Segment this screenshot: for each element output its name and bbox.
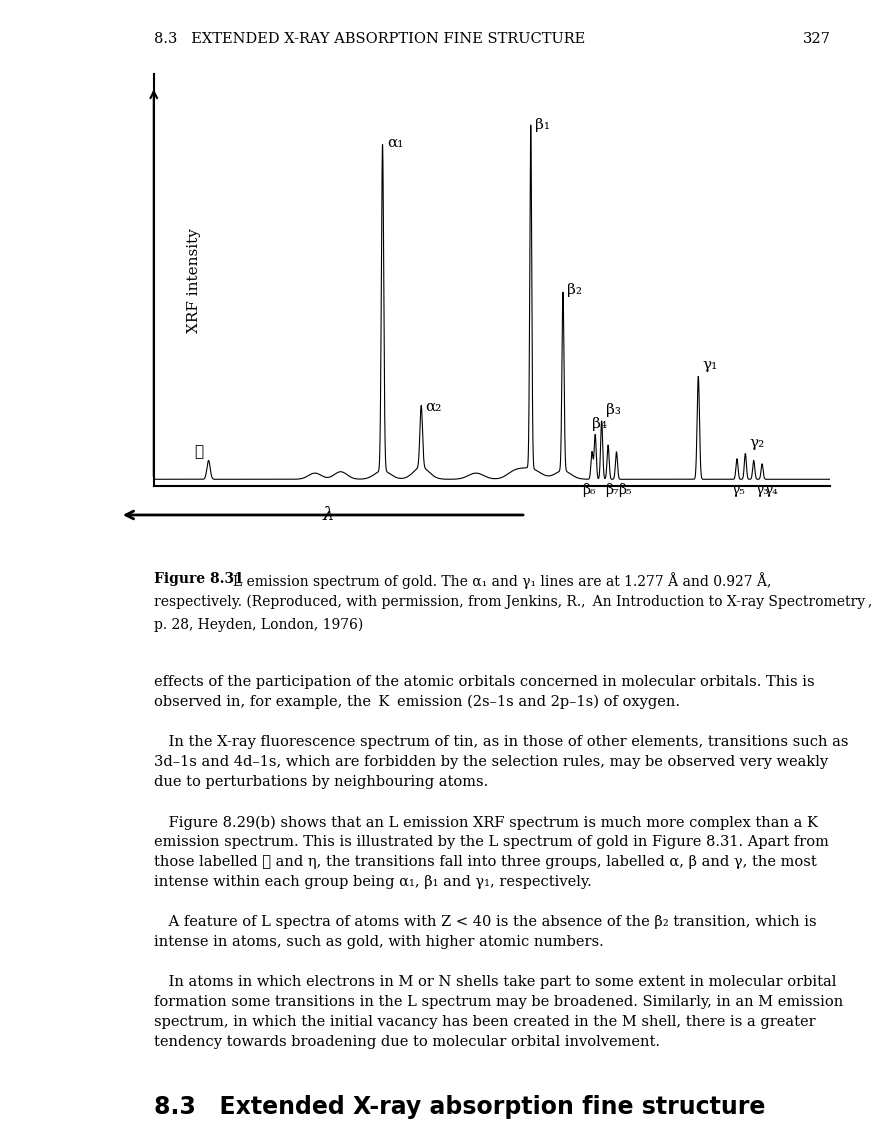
Text: intense in atoms, such as gold, with higher atomic numbers.: intense in atoms, such as gold, with hig… — [154, 936, 603, 950]
Text: β₂: β₂ — [567, 283, 582, 296]
Text: tendency towards broadening due to molecular orbital involvement.: tendency towards broadening due to molec… — [154, 1035, 659, 1049]
Text: 327: 327 — [802, 32, 830, 46]
Text: 8.3 Extended X-ray absorption fine structure: 8.3 Extended X-ray absorption fine struc… — [154, 1096, 765, 1119]
Text: L emission spectrum of gold. The α₁ and γ₁ lines are at 1.277 Å and 0.927 Å,: L emission spectrum of gold. The α₁ and … — [217, 572, 771, 589]
Text: γ₃: γ₃ — [754, 483, 768, 496]
Text: β₆: β₆ — [581, 483, 594, 496]
Text: observed in, for example, the  K  emission (2s–1s and 2p–1s) of oxygen.: observed in, for example, the K emission… — [154, 696, 680, 709]
Text: β₅: β₅ — [618, 483, 631, 496]
Text: γ₂: γ₂ — [749, 436, 764, 450]
Text: p. 28, Heyden, London, 1976): p. 28, Heyden, London, 1976) — [154, 618, 363, 633]
Text: λ: λ — [322, 506, 334, 524]
Text: intense within each group being α₁, β₁ and γ₁, respectively.: intense within each group being α₁, β₁ a… — [154, 875, 591, 889]
Text: ℓ: ℓ — [194, 445, 204, 459]
Text: β₄: β₄ — [592, 416, 607, 430]
Text: respectively. (Reproduced, with permission, from Jenkins, R.,  An Introduction t: respectively. (Reproduced, with permissi… — [154, 595, 871, 610]
Text: β₃: β₃ — [605, 403, 620, 416]
Text: γ₁: γ₁ — [702, 358, 717, 372]
Text: γ₅: γ₅ — [731, 483, 745, 496]
Text: formation some transitions in the L spectrum may be broadened. Similarly, in an : formation some transitions in the L spec… — [154, 995, 842, 1009]
Text: Figure 8.29(b) shows that an L emission XRF spectrum is much more complex than a: Figure 8.29(b) shows that an L emission … — [154, 816, 817, 829]
Text: due to perturbations by neighbouring atoms.: due to perturbations by neighbouring ato… — [154, 776, 487, 789]
Text: those labelled ℓ and η, the transitions fall into three groups, labelled α, β an: those labelled ℓ and η, the transitions … — [154, 856, 816, 869]
Text: Figure 8.31: Figure 8.31 — [154, 572, 243, 586]
Text: spectrum, in which the initial vacancy has been created in the M shell, there is: spectrum, in which the initial vacancy h… — [154, 1016, 815, 1030]
Text: α₁: α₁ — [387, 135, 404, 149]
Text: α₂: α₂ — [425, 399, 442, 413]
Text: emission spectrum. This is illustrated by the L spectrum of gold in Figure 8.31.: emission spectrum. This is illustrated b… — [154, 835, 828, 849]
Text: In atoms in which electrons in M or N shells take part to some extent in molecul: In atoms in which electrons in M or N sh… — [154, 975, 836, 990]
Text: β₁: β₁ — [535, 118, 550, 132]
Text: A feature of L spectra of atoms with Z < 40 is the absence of the β₂ transition,: A feature of L spectra of atoms with Z <… — [154, 915, 816, 929]
Text: β₇: β₇ — [604, 483, 618, 496]
Text: γ₄: γ₄ — [763, 483, 777, 496]
Text: 8.3   EXTENDED X-RAY ABSORPTION FINE STRUCTURE: 8.3 EXTENDED X-RAY ABSORPTION FINE STRUC… — [154, 32, 585, 46]
Text: effects of the participation of the atomic orbitals concerned in molecular orbit: effects of the participation of the atom… — [154, 675, 814, 689]
Text: XRF intensity: XRF intensity — [187, 228, 201, 333]
Text: In the X-ray fluorescence spectrum of tin, as in those of other elements, transi: In the X-ray fluorescence spectrum of ti… — [154, 736, 847, 749]
Text: 3d–1s and 4d–1s, which are forbidden by the selection rules, may be observed ver: 3d–1s and 4d–1s, which are forbidden by … — [154, 755, 827, 769]
